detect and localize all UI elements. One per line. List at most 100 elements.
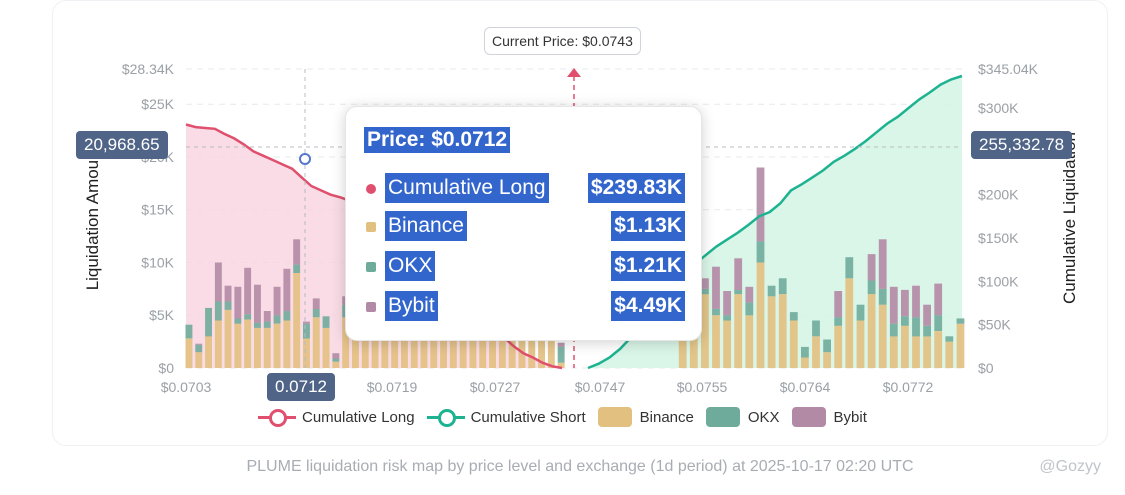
exchange-bars <box>185 167 965 368</box>
long-bar-binance <box>440 315 447 368</box>
long-bar-okx <box>312 308 320 318</box>
long-bar-okx <box>254 322 261 328</box>
short-bar-okx <box>823 339 831 353</box>
long-bar-binance <box>332 361 340 368</box>
current-price-label: Current Price: $0.0743 <box>484 27 641 55</box>
long-bar-okx <box>185 324 193 339</box>
short-bar-binance <box>945 341 954 368</box>
long-bar-binance <box>528 315 536 368</box>
long-bar-bybit <box>273 286 281 316</box>
y-left-tick-label: $0 <box>158 360 174 376</box>
long-bar-okx <box>205 307 212 337</box>
legend-label: Cumulative Long <box>302 408 415 426</box>
long-bar-okx <box>332 358 340 362</box>
x-tick-label: $0.0703 <box>161 379 212 395</box>
y-right-tick-label: $150K <box>978 230 1019 246</box>
legend-bybit[interactable]: Bybit <box>791 407 867 427</box>
short-bar-okx <box>789 312 798 321</box>
long-bar-okx <box>244 314 252 320</box>
short-bar-binance <box>901 325 909 368</box>
legend-binance[interactable]: Binance <box>597 407 694 427</box>
short-bar-bybit <box>923 304 931 326</box>
short-bar-bybit <box>901 289 909 317</box>
short-bar-binance <box>756 262 765 368</box>
short-bar-okx <box>756 241 765 263</box>
long-bar-binance <box>381 315 389 368</box>
x-tick-label: $0.0747 <box>575 379 626 395</box>
short-bar-bybit <box>912 285 920 318</box>
long-bar-binance <box>391 315 399 368</box>
short-bar-binance <box>856 320 865 368</box>
short-bar-bybit <box>889 286 898 324</box>
crosshair-right-value: 255,332.78 <box>971 131 1073 159</box>
long-bar-okx <box>234 318 242 324</box>
long-bar-okx <box>557 346 565 363</box>
long-line-icon <box>258 407 296 427</box>
x-tick-label: $0.0719 <box>367 379 418 395</box>
short-bar-okx <box>734 289 743 295</box>
short-bar-okx <box>745 302 754 316</box>
long-bar-binance <box>547 315 555 368</box>
x-tick-label: $0.0772 <box>883 379 934 395</box>
short-bar-binance <box>689 315 698 368</box>
y-left-tick-label: $10K <box>141 254 174 270</box>
long-bar-binance <box>293 273 301 368</box>
long-bar-binance <box>312 317 320 368</box>
y-left-axis-title: Liquidation Amount <box>83 145 102 290</box>
long-bar-binance <box>263 327 271 368</box>
legend-label: Bybit <box>833 408 867 426</box>
long-bar-binance <box>303 338 310 368</box>
short-bar-okx <box>912 317 920 337</box>
tooltip-value: $4.49K <box>611 291 685 321</box>
long-bar-binance <box>401 315 408 368</box>
long-bar-bybit <box>224 285 232 302</box>
okx-swatch-icon <box>705 407 740 427</box>
legend-okx[interactable]: OKX <box>705 407 780 427</box>
y-right-tick-label: $100K <box>978 273 1019 289</box>
short-bar-binance <box>934 331 943 368</box>
tooltip-row-binance: Binance $1.13K <box>364 211 685 243</box>
short-bar-bybit <box>867 254 876 281</box>
tooltip-row-cumulative-long: Cumulative Long $239.83K <box>364 173 685 205</box>
short-bar-binance <box>712 315 720 368</box>
long-bar-binance <box>518 315 526 368</box>
tooltip-label: Cumulative Long <box>385 173 549 203</box>
legend-label: Cumulative Short <box>470 408 586 426</box>
short-bar-bybit <box>734 258 743 290</box>
long-bar-binance <box>430 315 438 368</box>
long-bar-bybit <box>293 239 301 265</box>
long-bar-binance <box>498 315 506 368</box>
long-bar-binance <box>283 320 291 368</box>
short-bar-binance <box>745 315 754 368</box>
long-bar-okx <box>224 301 232 310</box>
long-bar-binance <box>322 327 330 368</box>
legend-cumulative-long[interactable]: Cumulative Long <box>258 407 415 427</box>
long-bar-okx <box>322 316 330 328</box>
long-bar-bybit <box>244 267 252 315</box>
long-bar-binance <box>469 315 477 368</box>
short-bar-binance <box>678 325 687 368</box>
bybit-swatch-icon <box>791 407 826 427</box>
short-bar-binance <box>889 336 898 368</box>
tooltip-row-okx: OKX $1.21K <box>364 251 685 283</box>
short-bar-okx <box>856 304 865 321</box>
short-bar-binance <box>912 336 920 368</box>
okx-swatch-icon <box>366 262 376 272</box>
short-bar-binance <box>701 294 709 368</box>
short-bar-okx <box>812 320 820 337</box>
long-bar-binance <box>185 338 193 368</box>
long-bar-binance <box>508 315 516 368</box>
long-bar-binance <box>244 319 252 368</box>
long-bar-binance <box>224 310 232 368</box>
long-bar-binance <box>449 315 457 368</box>
short-bar-binance <box>867 294 876 368</box>
y-right-tick-label: $300K <box>978 100 1019 116</box>
crosshair-point <box>299 153 311 165</box>
long-bar-okx <box>293 264 301 273</box>
short-bar-binance <box>801 357 809 368</box>
bybit-swatch-icon <box>366 302 376 312</box>
long-bar-binance <box>195 352 203 368</box>
legend-cumulative-short[interactable]: Cumulative Short <box>426 407 586 427</box>
tooltip-row-bybit: Bybit $4.49K <box>364 291 685 323</box>
current-price-arrow-icon <box>567 68 581 77</box>
